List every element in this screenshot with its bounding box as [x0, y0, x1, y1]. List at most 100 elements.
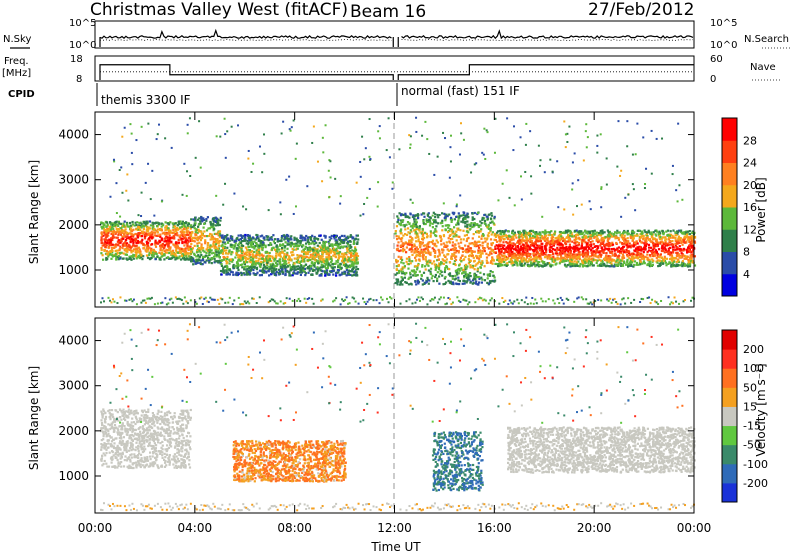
power-cell [348, 302, 351, 305]
power-cell [140, 254, 143, 257]
power-cell [232, 273, 235, 276]
power-cell [403, 225, 406, 228]
power-cell [548, 231, 551, 234]
power-cell [284, 257, 287, 260]
power-cell [338, 246, 341, 249]
power-cell [528, 235, 532, 238]
power-cell [453, 254, 456, 257]
power-cell [149, 297, 152, 300]
power-cell [116, 240, 119, 243]
power-cell [517, 302, 520, 305]
power-cell [313, 265, 316, 268]
power-cell [346, 241, 349, 245]
power-cell [333, 237, 336, 240]
power-cell [245, 242, 248, 245]
power-cell [429, 267, 433, 270]
power-cell [113, 244, 116, 247]
power-cell [163, 240, 166, 243]
power-cell [620, 250, 623, 253]
power-cell [300, 271, 303, 274]
power-cell [161, 301, 164, 304]
power-cell [240, 240, 244, 243]
power-cell [466, 212, 469, 215]
power-cell [669, 303, 672, 306]
power-cell [319, 249, 322, 252]
power-cell [621, 233, 624, 236]
power-cell [262, 241, 265, 244]
power-cell [550, 236, 553, 239]
power-cell [576, 256, 579, 259]
power-cell [490, 233, 493, 236]
power-cell [275, 254, 278, 257]
power-cell [151, 249, 154, 252]
power-cell [394, 273, 397, 276]
power-cell [434, 273, 437, 277]
power-cell [603, 231, 606, 234]
power-cell [198, 250, 201, 253]
power-cell [330, 259, 333, 262]
power-cell [204, 261, 207, 264]
power-cell [173, 225, 176, 228]
power-cell [569, 249, 573, 253]
power-cell [567, 298, 570, 301]
power-cell [187, 222, 190, 225]
power-cell [303, 267, 306, 270]
power-cell [156, 231, 159, 234]
power-cell [268, 258, 272, 261]
power-cell [117, 255, 120, 258]
power-cell [125, 231, 129, 234]
power-cell [397, 235, 400, 238]
power-cell [674, 242, 677, 245]
power-cell [283, 266, 286, 269]
power-cell [627, 297, 630, 300]
power-cell [217, 247, 220, 250]
power-cell [193, 244, 196, 247]
power-cell [342, 261, 345, 264]
power-cell [486, 215, 489, 218]
power-cell [261, 256, 264, 259]
power-cell [268, 265, 271, 269]
power-cell [487, 282, 491, 285]
power-cell [356, 234, 359, 237]
power-cell [109, 250, 112, 253]
power-cell [541, 260, 544, 263]
power-cell [117, 228, 120, 231]
power-cell [474, 223, 477, 226]
power-cell [597, 251, 600, 254]
power-cell [469, 242, 472, 245]
power-cell [299, 266, 302, 270]
power-cell [134, 232, 137, 236]
power-cell [341, 259, 344, 262]
power-cell [450, 220, 453, 223]
power-cell [141, 299, 144, 302]
power-cell [263, 259, 266, 262]
power-cell [254, 238, 257, 241]
power-cell [305, 256, 308, 259]
power-cell [444, 266, 447, 270]
power-cell [243, 235, 246, 238]
power-cell [267, 270, 270, 273]
power-cell [408, 256, 411, 259]
power-cell [322, 241, 325, 244]
power-cell [197, 223, 200, 226]
power-cell [307, 271, 310, 274]
power-cell [135, 228, 138, 231]
power-cell [516, 241, 519, 244]
power-cell [409, 212, 412, 215]
power-cell [345, 245, 348, 248]
power-cell [562, 302, 565, 305]
power-cell [231, 238, 234, 241]
power-cell [425, 245, 428, 248]
nave-label: Nave [750, 62, 776, 73]
power-cell [396, 283, 399, 286]
power-cell [451, 218, 454, 221]
power-cell [683, 254, 686, 258]
power-cell [337, 257, 340, 260]
power-cell [171, 222, 174, 225]
power-cell [145, 220, 148, 223]
power-cell [648, 249, 651, 252]
power-cell [159, 258, 162, 261]
power-cell [630, 244, 634, 247]
power-cell [478, 277, 481, 281]
